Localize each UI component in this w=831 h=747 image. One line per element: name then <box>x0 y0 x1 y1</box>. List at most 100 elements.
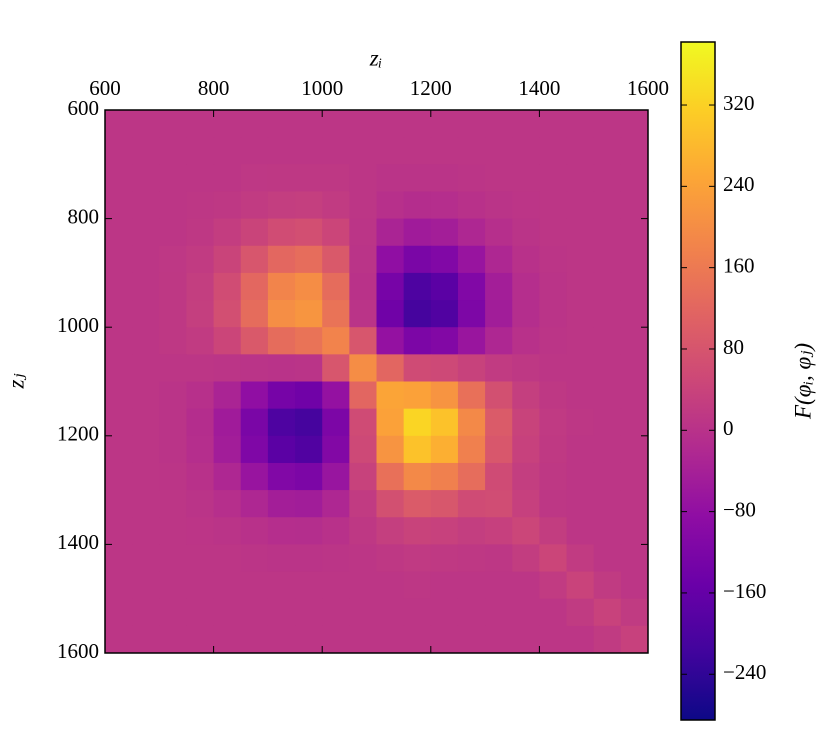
y-tick-label: 1000 <box>57 313 99 337</box>
heatmap-cell <box>295 272 323 301</box>
heatmap-cell <box>485 462 513 491</box>
colorbar-tick-label: −160 <box>723 579 766 603</box>
heatmap-cell <box>295 381 323 410</box>
heatmap-cell <box>267 490 296 518</box>
heatmap-cell <box>430 571 459 600</box>
heatmap-cell <box>539 245 568 274</box>
heatmap-cell <box>267 517 296 545</box>
heatmap-cell <box>132 354 160 382</box>
heatmap-cell <box>593 408 622 437</box>
heatmap-cell <box>403 245 432 274</box>
heatmap-cell <box>186 517 215 545</box>
heatmap-cell <box>593 218 622 247</box>
heatmap-cell <box>593 245 622 274</box>
heatmap-cell <box>566 462 595 491</box>
heatmap-cell <box>620 381 649 410</box>
heatmap-cell <box>159 218 187 247</box>
y-tick-label: 800 <box>68 204 100 228</box>
heatmap-cell <box>240 598 269 627</box>
heatmap-cell <box>566 272 595 301</box>
x-tick-label: 1200 <box>410 76 452 100</box>
heatmap-cell <box>485 354 513 382</box>
heatmap-cell <box>105 354 133 382</box>
heatmap-cell <box>403 598 432 627</box>
heatmap-cell <box>295 625 323 654</box>
heatmap-cell <box>322 191 350 220</box>
heatmap-cell <box>295 300 323 328</box>
heatmap-cell <box>159 191 187 220</box>
heatmap-cell <box>539 218 568 247</box>
heatmap-cell <box>593 327 622 355</box>
heatmap-cell <box>430 164 459 192</box>
heatmap-cell <box>403 517 432 545</box>
heatmap-cell <box>322 272 350 301</box>
heatmap-cell <box>403 218 432 247</box>
heatmap-cell <box>457 490 486 518</box>
heatmap-cell <box>159 381 187 410</box>
y-tick-label: 1400 <box>57 530 99 554</box>
heatmap-cell <box>295 598 323 627</box>
heatmap-cell <box>539 110 568 138</box>
heatmap-cell <box>457 435 486 464</box>
heatmap-cell <box>159 598 187 627</box>
heatmap-cell <box>105 408 133 437</box>
heatmap-cell <box>295 137 323 165</box>
x-tick-label: 600 <box>89 76 121 100</box>
heatmap-cell <box>457 218 486 247</box>
heatmap-cell <box>240 381 269 410</box>
heatmap-cell <box>132 137 160 165</box>
heatmap-cell <box>322 110 350 138</box>
heatmap-cell <box>295 191 323 220</box>
heatmap-cell <box>186 462 215 491</box>
heatmap-cell <box>485 110 513 138</box>
heatmap-cell <box>132 490 160 518</box>
heatmap-cell <box>295 245 323 274</box>
heatmap-cell <box>457 354 486 382</box>
heatmap-cell <box>186 490 215 518</box>
heatmap-cell <box>620 191 649 220</box>
heatmap-cell <box>620 245 649 274</box>
heatmap-cell <box>267 164 296 192</box>
heatmap-cell <box>213 164 242 192</box>
heatmap-cell <box>593 300 622 328</box>
heatmap-cell <box>376 490 405 518</box>
heatmap-cell <box>403 164 432 192</box>
heatmap-cell <box>376 354 405 382</box>
heatmap-cell <box>512 164 540 192</box>
heatmap-cell <box>430 435 459 464</box>
heatmap-cell <box>132 517 160 545</box>
heatmap-cell <box>159 517 187 545</box>
heatmap-cell <box>620 408 649 437</box>
heatmap-cell <box>267 625 296 654</box>
heatmap-cell <box>295 354 323 382</box>
heatmap-cell <box>240 272 269 301</box>
heatmap-cell <box>430 218 459 247</box>
heatmap-cell <box>267 245 296 274</box>
heatmap-cell <box>376 110 405 138</box>
heatmap-cell <box>620 137 649 165</box>
x-tick-label: 1000 <box>301 76 343 100</box>
heatmap-cell <box>267 300 296 328</box>
heatmap-cell <box>566 137 595 165</box>
heatmap-cell <box>295 408 323 437</box>
heatmap-cell <box>267 544 296 573</box>
heatmap-cell <box>105 272 133 301</box>
heatmap-cell <box>132 435 160 464</box>
heatmap-cell <box>322 462 350 491</box>
heatmap-cell <box>512 300 540 328</box>
heatmap-cell <box>322 544 350 573</box>
heatmap-cell <box>376 462 405 491</box>
heatmap-cell <box>105 462 133 491</box>
heatmap-cell <box>539 327 568 355</box>
heatmap-cell <box>593 381 622 410</box>
heatmap-cell <box>620 327 649 355</box>
heatmap-cell <box>566 245 595 274</box>
heatmap-cell <box>403 272 432 301</box>
heatmap-cell <box>240 435 269 464</box>
heatmap-cell <box>403 408 432 437</box>
heatmap-cell <box>539 625 568 654</box>
heatmap-cell <box>430 517 459 545</box>
heatmap-cell <box>186 272 215 301</box>
heatmap-cell <box>566 381 595 410</box>
heatmap-cell <box>349 354 377 382</box>
